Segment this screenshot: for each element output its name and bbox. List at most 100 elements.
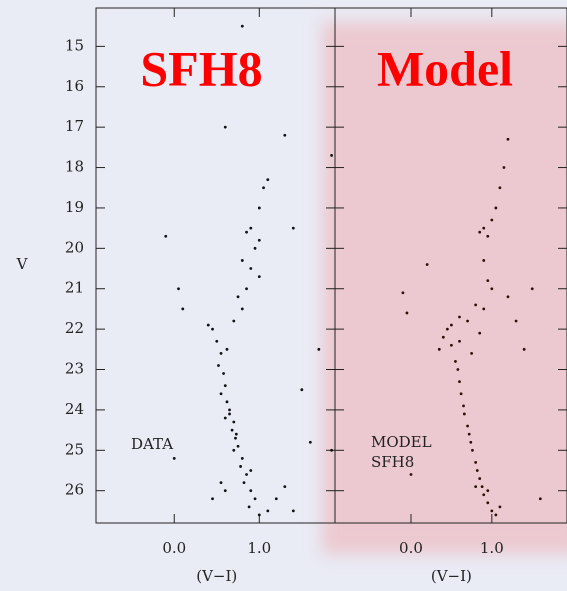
y-tick-label: 24 bbox=[65, 400, 84, 418]
star bbox=[467, 432, 471, 436]
panel-annotation: MODEL bbox=[371, 433, 432, 451]
star bbox=[257, 238, 261, 242]
star bbox=[506, 295, 510, 299]
star bbox=[300, 388, 304, 392]
star bbox=[425, 263, 429, 266]
star bbox=[283, 133, 287, 137]
star bbox=[253, 497, 257, 501]
star bbox=[230, 428, 234, 432]
star bbox=[274, 497, 278, 501]
x-tick-label: 1.0 bbox=[480, 539, 504, 557]
star bbox=[498, 505, 502, 509]
star bbox=[454, 360, 457, 363]
y-tick-label: 21 bbox=[65, 279, 84, 297]
star bbox=[228, 412, 231, 416]
star bbox=[486, 501, 490, 505]
star bbox=[486, 279, 490, 283]
star bbox=[469, 440, 473, 444]
panel-title: Model bbox=[377, 40, 513, 96]
star bbox=[317, 347, 321, 351]
star bbox=[478, 230, 482, 234]
star bbox=[266, 509, 270, 513]
star bbox=[494, 206, 498, 210]
star bbox=[206, 323, 210, 327]
star bbox=[437, 347, 441, 351]
star bbox=[245, 473, 248, 476]
y-tick-label: 26 bbox=[65, 481, 84, 499]
star bbox=[257, 275, 261, 279]
star bbox=[450, 343, 453, 347]
star bbox=[475, 469, 479, 472]
star bbox=[480, 485, 484, 489]
star bbox=[478, 477, 482, 480]
star bbox=[219, 481, 223, 485]
x-tick-label: 1.0 bbox=[247, 539, 271, 557]
star bbox=[223, 489, 227, 493]
star bbox=[490, 218, 494, 222]
star bbox=[458, 380, 461, 384]
star bbox=[219, 351, 223, 355]
star bbox=[478, 331, 482, 335]
star bbox=[257, 206, 261, 210]
star bbox=[330, 448, 333, 452]
star bbox=[240, 307, 244, 311]
y-tick-label: 22 bbox=[65, 319, 84, 337]
star bbox=[181, 307, 185, 311]
star bbox=[474, 303, 478, 307]
star bbox=[247, 505, 251, 509]
panel-frame bbox=[334, 7, 567, 524]
star bbox=[223, 384, 227, 388]
star bbox=[470, 351, 474, 355]
star bbox=[239, 465, 242, 468]
star bbox=[249, 226, 253, 230]
y-axis-label: V bbox=[16, 255, 29, 273]
star bbox=[172, 456, 176, 460]
y-tick-label: 25 bbox=[65, 440, 84, 458]
y-tick-label: 15 bbox=[65, 36, 84, 54]
star bbox=[409, 473, 413, 476]
x-axis-label: (V−I) bbox=[431, 567, 472, 585]
y-tick-label: 18 bbox=[65, 158, 84, 176]
star bbox=[164, 234, 168, 238]
star bbox=[474, 461, 478, 464]
star bbox=[249, 469, 253, 472]
x-axis-label: (V−I) bbox=[196, 567, 237, 585]
y-tick-label: 20 bbox=[65, 238, 84, 256]
star bbox=[225, 347, 229, 351]
y-tick-label: 23 bbox=[65, 360, 84, 378]
star bbox=[245, 287, 248, 291]
star bbox=[462, 404, 465, 408]
star bbox=[490, 509, 494, 513]
star bbox=[401, 291, 405, 295]
star bbox=[234, 432, 238, 436]
star bbox=[245, 230, 248, 234]
star bbox=[471, 448, 474, 452]
star bbox=[458, 315, 461, 319]
star bbox=[538, 497, 542, 501]
star bbox=[240, 259, 244, 262]
star bbox=[330, 154, 333, 157]
star bbox=[240, 24, 244, 28]
star bbox=[405, 311, 409, 315]
star bbox=[291, 226, 295, 230]
x-tick-label: 0.0 bbox=[399, 539, 423, 557]
star bbox=[459, 392, 463, 396]
star bbox=[249, 267, 253, 270]
star bbox=[466, 319, 469, 323]
star bbox=[486, 489, 490, 493]
star bbox=[228, 408, 231, 412]
star bbox=[215, 339, 219, 343]
star bbox=[257, 513, 261, 517]
star bbox=[462, 412, 466, 416]
y-tick-label: 17 bbox=[65, 117, 84, 135]
panel-annotation: DATA bbox=[131, 435, 173, 453]
model-highlight bbox=[322, 22, 567, 554]
star bbox=[482, 307, 486, 311]
star bbox=[177, 287, 180, 291]
star bbox=[225, 400, 229, 404]
star bbox=[219, 392, 223, 396]
star bbox=[291, 509, 295, 513]
star bbox=[474, 485, 478, 489]
star bbox=[242, 481, 246, 485]
